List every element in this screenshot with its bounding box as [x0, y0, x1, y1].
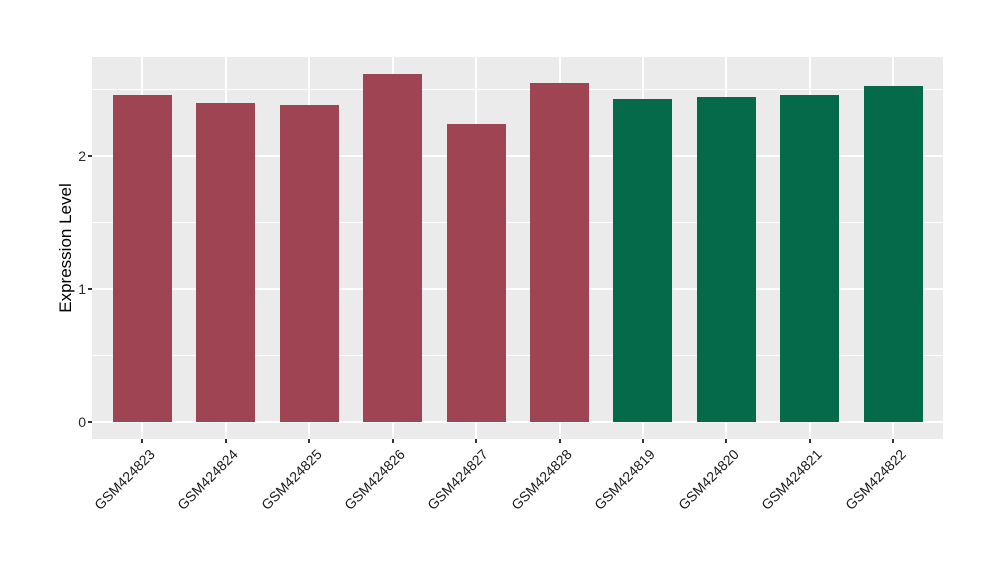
bar-GSM424825 [279, 105, 339, 422]
bar-GSM424821 [780, 94, 840, 422]
x-tick-mark [808, 439, 811, 443]
x-tick-mark [308, 439, 311, 443]
x-tick-label: GSM424819 [591, 446, 659, 513]
bar-GSM424824 [196, 102, 256, 422]
bar-GSM424823 [112, 94, 172, 422]
gridline-horizontal-minor [92, 222, 943, 223]
x-tick-label: GSM424824 [174, 446, 241, 513]
x-tick-label: GSM424820 [674, 446, 742, 513]
x-tick-mark [892, 439, 895, 443]
y-tick-label: 0 [78, 414, 86, 430]
y-tick-mark [88, 288, 92, 290]
y-tick-mark [88, 421, 92, 423]
x-tick-label: GSM424826 [340, 446, 408, 513]
x-tick-mark [224, 439, 227, 443]
bar-GSM424827 [446, 124, 506, 422]
gridline-horizontal-minor [92, 89, 943, 90]
x-tick-mark [558, 439, 561, 443]
x-tick-label: GSM424825 [257, 446, 325, 513]
plot-panel [92, 57, 943, 439]
bar-GSM424826 [363, 73, 423, 422]
x-tick-mark [141, 439, 144, 443]
bar-GSM424820 [696, 97, 756, 422]
y-tick-label: 2 [78, 148, 86, 164]
x-tick-mark [725, 439, 728, 443]
x-tick-label: GSM424828 [507, 446, 575, 513]
x-tick-mark [391, 439, 394, 443]
x-tick-mark [475, 439, 478, 443]
bar-GSM424828 [530, 82, 589, 422]
gridline-horizontal-major [92, 421, 943, 423]
y-tick-mark [88, 155, 92, 157]
x-tick-label: GSM424823 [90, 446, 158, 513]
bar-GSM424822 [863, 85, 923, 422]
gridline-horizontal-major [92, 288, 943, 290]
bar-GSM424819 [613, 98, 673, 422]
x-tick-label: GSM424827 [424, 446, 492, 513]
gridline-horizontal-major [92, 155, 943, 157]
gridline-horizontal-minor [92, 355, 943, 356]
x-tick-label: GSM424822 [841, 446, 909, 513]
x-tick-mark [641, 439, 644, 443]
x-tick-label: GSM424821 [758, 446, 826, 513]
y-tick-label: 1 [78, 281, 86, 297]
